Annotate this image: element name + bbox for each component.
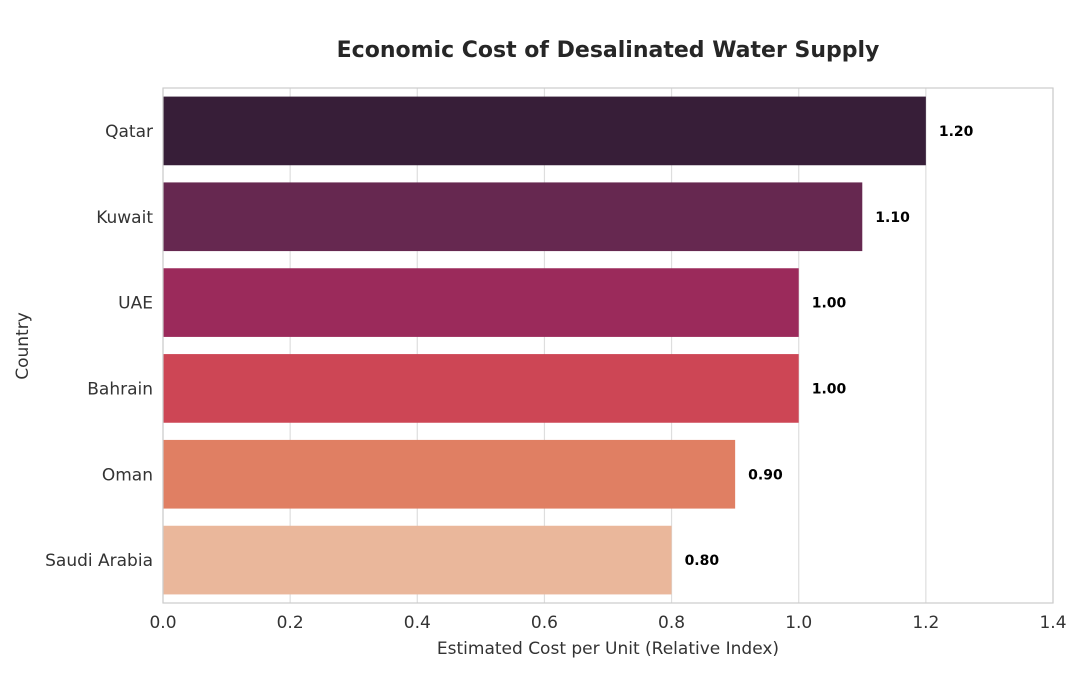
x-tick-labels: 0.0 0.2 0.4 0.6 0.8 1.0 1.2 1.4 — [149, 613, 1066, 633]
bar — [163, 354, 799, 423]
data-label: 1.00 — [812, 381, 847, 397]
y-tick-label: Oman — [102, 465, 153, 485]
x-tick-label: 1.4 — [1039, 613, 1066, 633]
y-tick-labels: Qatar Kuwait UAE Bahrain Oman Saudi Arabia — [45, 122, 153, 571]
data-label: 1.20 — [939, 124, 974, 140]
x-tick-label: 0.0 — [149, 613, 176, 633]
data-label: 1.10 — [875, 210, 910, 226]
y-tick-label: Kuwait — [96, 208, 153, 228]
x-tick-label: 0.4 — [404, 613, 431, 633]
bar — [163, 268, 799, 337]
x-tick-label: 0.6 — [531, 613, 558, 633]
y-tick-label: Qatar — [105, 122, 153, 142]
bar — [163, 96, 926, 166]
x-tick-label: 1.0 — [785, 613, 812, 633]
y-tick-label: Saudi Arabia — [45, 551, 153, 571]
data-label: 0.90 — [748, 467, 783, 483]
data-label: 0.80 — [685, 553, 720, 569]
bar — [163, 182, 863, 252]
x-tick-label: 1.2 — [912, 613, 939, 633]
bar — [163, 525, 672, 595]
chart-title: Economic Cost of Desalinated Water Suppl… — [337, 38, 880, 63]
y-tick-label: UAE — [118, 294, 153, 314]
plot-frame — [162, 87, 1054, 604]
bars — [163, 96, 926, 595]
data-label: 1.00 — [812, 296, 847, 312]
data-labels: 1.20 1.10 1.00 1.00 0.90 0.80 — [685, 124, 974, 569]
y-axis-label: Country — [13, 312, 33, 380]
bar — [163, 439, 736, 509]
x-axis-label: Estimated Cost per Unit (Relative Index) — [437, 639, 779, 659]
y-tick-label: Bahrain — [87, 379, 153, 399]
x-tick-label: 0.8 — [658, 613, 685, 633]
grid-lines — [162, 88, 1054, 603]
x-tick-label: 0.2 — [277, 613, 304, 633]
